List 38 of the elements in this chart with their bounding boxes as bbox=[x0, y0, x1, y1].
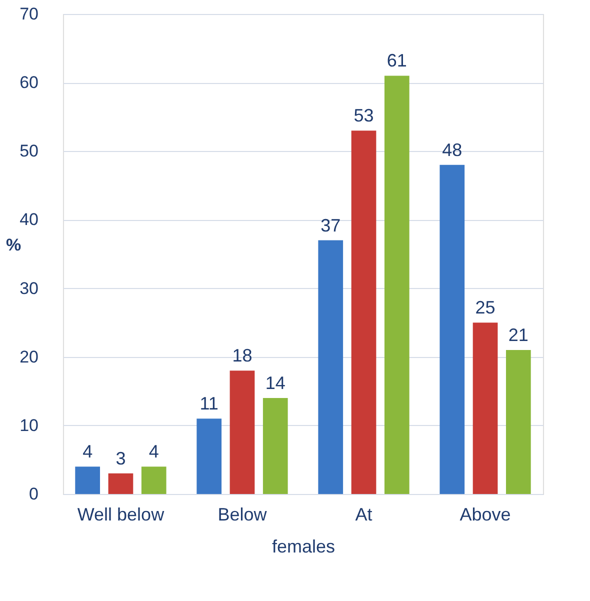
data-label: 4 bbox=[148, 442, 159, 462]
x-tick-label: Well below bbox=[77, 504, 166, 524]
data-label: 18 bbox=[232, 346, 252, 366]
x-axis-title: females bbox=[272, 536, 336, 556]
y-tick-label: 0 bbox=[29, 484, 38, 504]
y-tick-label: 40 bbox=[20, 210, 38, 230]
data-label: 53 bbox=[354, 106, 374, 126]
y-tick-label: 20 bbox=[20, 347, 38, 366]
data-label: 11 bbox=[200, 394, 218, 414]
bar bbox=[141, 466, 166, 494]
data-label: 37 bbox=[320, 215, 341, 236]
bar bbox=[75, 466, 100, 494]
data-label: 21 bbox=[508, 325, 528, 345]
y-tick-label: 10 bbox=[20, 416, 38, 435]
bar bbox=[196, 418, 222, 494]
bar bbox=[506, 350, 531, 494]
data-label: 4 bbox=[82, 442, 93, 462]
y-tick-label: 50 bbox=[20, 142, 38, 161]
data-label: 3 bbox=[116, 448, 126, 468]
x-tick-label: Below bbox=[218, 504, 268, 524]
bar bbox=[108, 473, 134, 494]
bar bbox=[318, 240, 344, 494]
data-label: 61 bbox=[386, 50, 407, 71]
x-tick-label: At bbox=[355, 504, 372, 524]
bar bbox=[472, 322, 498, 494]
x-tick-label: Above bbox=[460, 504, 511, 524]
bar bbox=[230, 370, 255, 494]
data-label: 14 bbox=[265, 373, 286, 393]
bar bbox=[384, 76, 410, 494]
bar bbox=[440, 164, 465, 494]
data-label: 48 bbox=[442, 140, 462, 160]
y-tick-label: 70 bbox=[20, 4, 38, 24]
bar bbox=[351, 130, 376, 494]
y-tick-label: 60 bbox=[20, 73, 38, 92]
y-axis-title: % bbox=[6, 236, 22, 254]
data-label: 25 bbox=[475, 298, 496, 318]
y-tick-label: 30 bbox=[20, 278, 38, 298]
bar bbox=[262, 398, 288, 494]
